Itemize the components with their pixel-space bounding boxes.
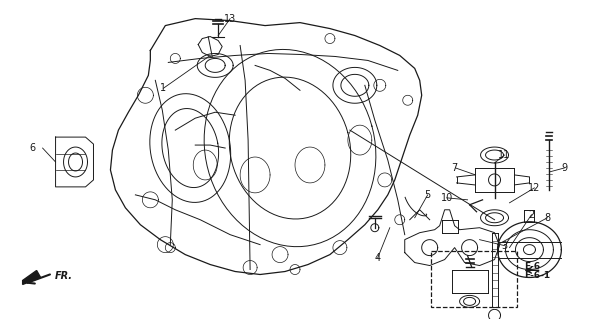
Text: E-6-1: E-6-1 (525, 271, 551, 280)
Polygon shape (22, 270, 41, 284)
Text: E-6: E-6 (525, 262, 541, 271)
Text: 1: 1 (160, 83, 167, 93)
Text: 5: 5 (424, 190, 431, 200)
Text: 4: 4 (375, 252, 381, 263)
Text: 13: 13 (224, 14, 236, 24)
Text: 10: 10 (440, 193, 453, 203)
Text: 2: 2 (528, 210, 535, 220)
Bar (431, 251, 517, 307)
Text: 9: 9 (561, 163, 567, 173)
Text: FR.: FR. (54, 271, 73, 282)
Text: 8: 8 (544, 213, 550, 223)
Text: 11: 11 (498, 150, 511, 160)
Text: 3: 3 (501, 241, 508, 251)
Text: 6: 6 (30, 143, 35, 153)
Text: 7: 7 (452, 163, 458, 173)
Text: 12: 12 (528, 183, 541, 193)
